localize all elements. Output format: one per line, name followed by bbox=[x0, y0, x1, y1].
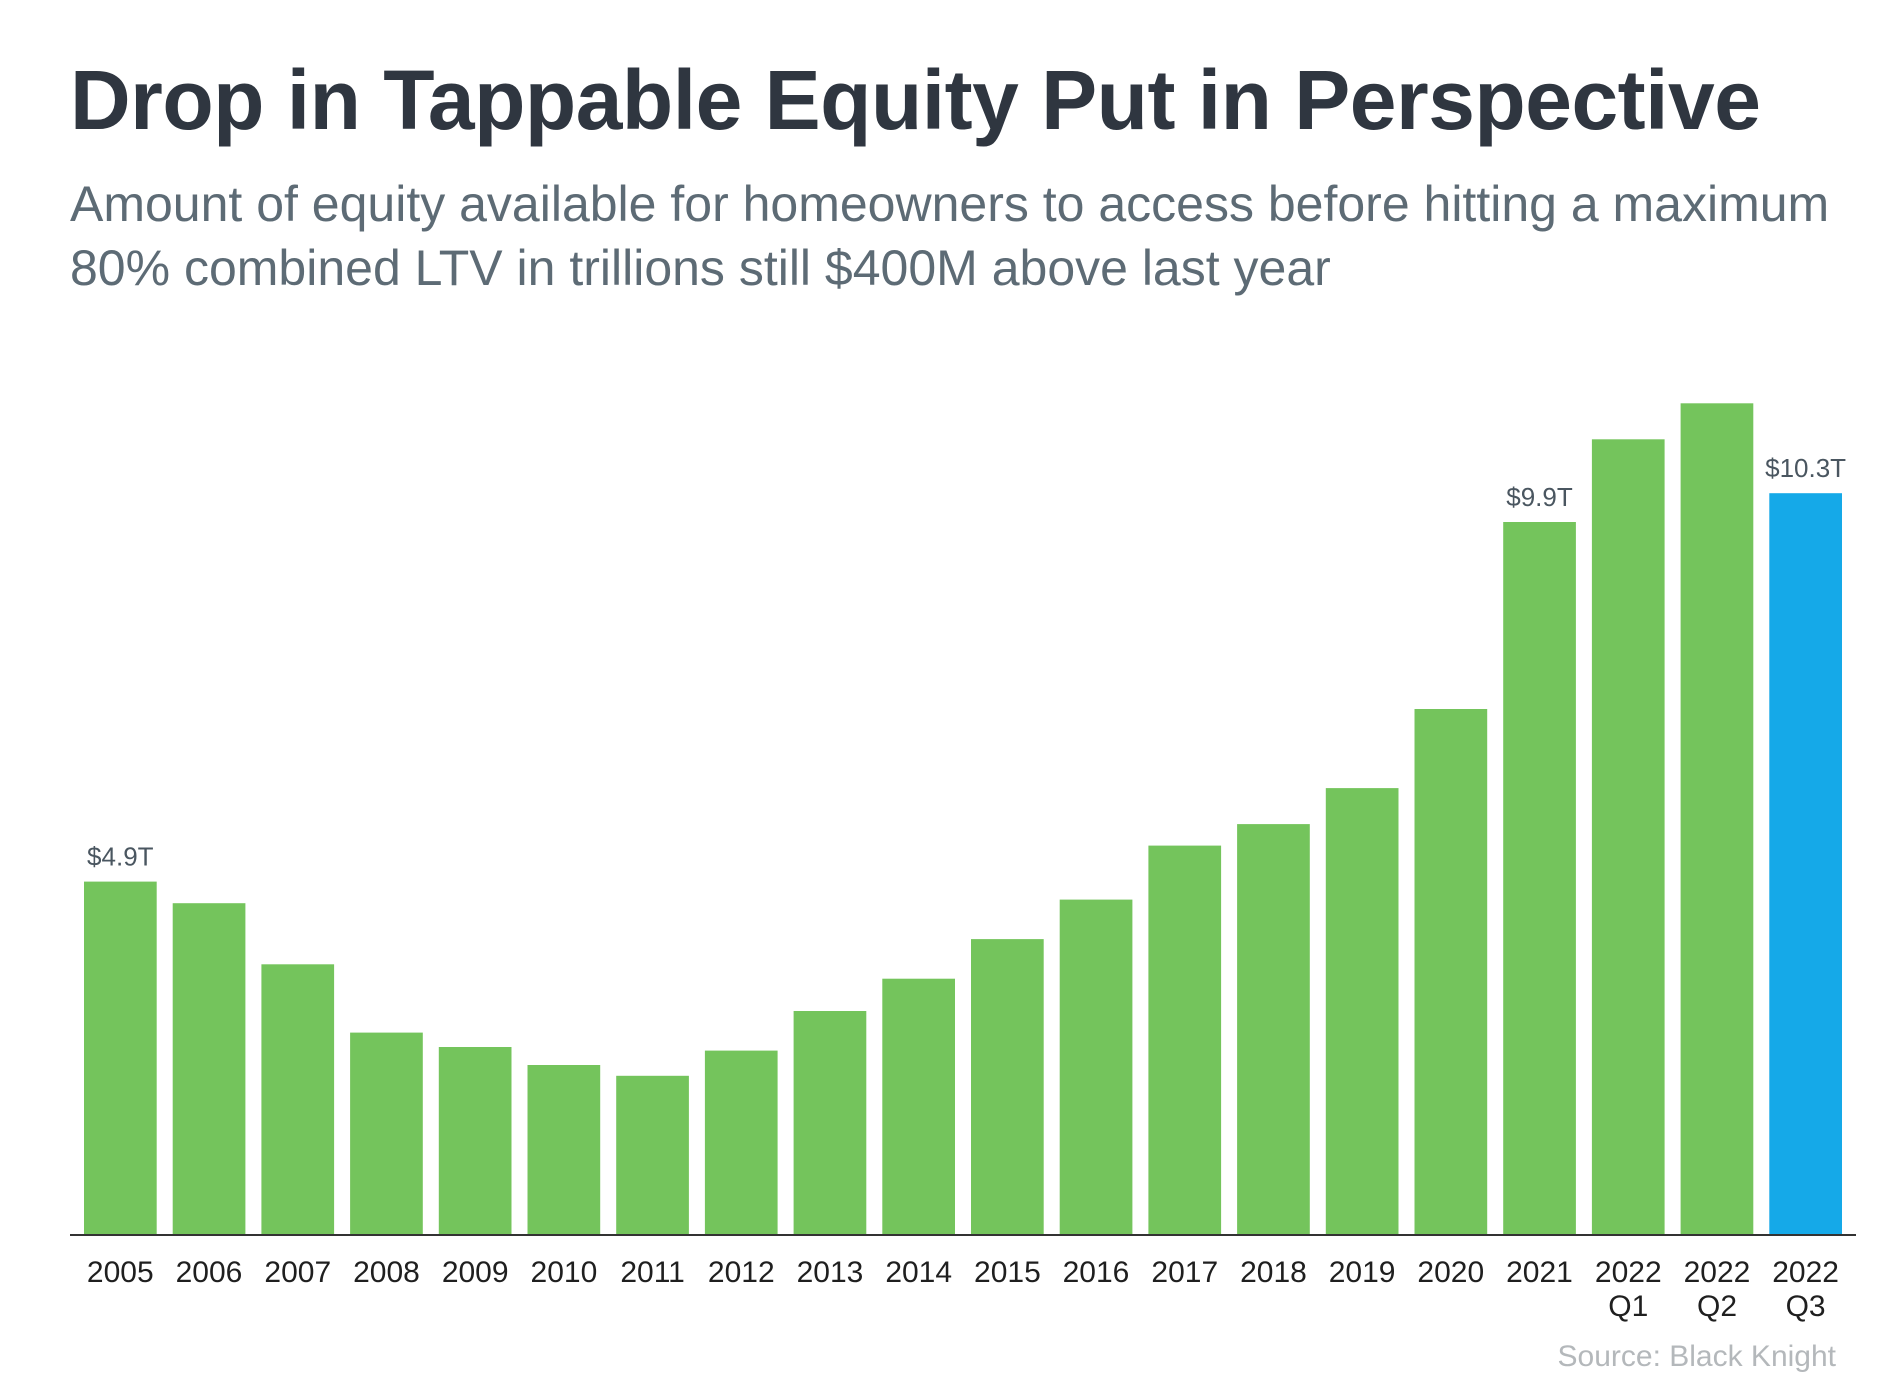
data-label: $4.9T bbox=[87, 842, 154, 872]
x-tick-label: 2008 bbox=[353, 1256, 420, 1289]
bar-2020 bbox=[1414, 709, 1488, 1234]
x-tick-label: 2022 Q2 bbox=[1684, 1256, 1751, 1323]
x-tick-label: 2015 bbox=[974, 1256, 1041, 1289]
bar-2015 bbox=[971, 939, 1044, 1234]
source-note: Source: Black Knight bbox=[1557, 1340, 1836, 1373]
bar-2010 bbox=[527, 1065, 601, 1234]
x-tick-label: 2010 bbox=[531, 1256, 598, 1289]
chart-title: Drop in Tappable Equity Put in Perspecti… bbox=[70, 53, 1761, 147]
bar-2017 bbox=[1148, 845, 1222, 1234]
x-tick-label: 2009 bbox=[442, 1256, 509, 1289]
x-tick-label: 2016 bbox=[1063, 1256, 1130, 1289]
x-tick-label: 2018 bbox=[1240, 1256, 1307, 1289]
x-tick-label: 2019 bbox=[1329, 1256, 1396, 1289]
bar-2022-q1 bbox=[1591, 439, 1665, 1234]
bar-2019 bbox=[1325, 788, 1399, 1234]
bar-2006 bbox=[172, 903, 246, 1234]
bar-2021 bbox=[1503, 522, 1576, 1234]
bar-2014 bbox=[882, 978, 955, 1234]
bar-2013 bbox=[793, 1011, 867, 1234]
x-tick-label: 2022 Q1 bbox=[1595, 1256, 1662, 1323]
x-tick-label: 2022 Q3 bbox=[1772, 1256, 1839, 1323]
x-tick-label: 2021 bbox=[1506, 1256, 1573, 1289]
x-tick-label: 2017 bbox=[1151, 1256, 1218, 1289]
bar-2009 bbox=[438, 1047, 512, 1234]
data-labels-group: $4.9T $9.9T $10.3T bbox=[87, 453, 1846, 871]
bar-2018 bbox=[1237, 824, 1310, 1234]
bar-2022-q3 bbox=[1769, 493, 1842, 1234]
x-tick-label: 2006 bbox=[176, 1256, 243, 1289]
x-tick-label: 2013 bbox=[797, 1256, 864, 1289]
bar-2012 bbox=[704, 1050, 778, 1234]
bar-2007 bbox=[261, 964, 335, 1234]
bar-2016 bbox=[1059, 899, 1133, 1234]
bar-2011 bbox=[616, 1075, 689, 1234]
x-tick-label: 2007 bbox=[264, 1256, 331, 1289]
x-tick-label: 2011 bbox=[620, 1256, 685, 1289]
x-tick-label: 2012 bbox=[708, 1256, 775, 1289]
x-tick-label: 2014 bbox=[885, 1256, 952, 1289]
bar-2022-q2 bbox=[1680, 403, 1754, 1234]
bar-2005 bbox=[84, 881, 157, 1234]
x-tick-label: 2005 bbox=[87, 1256, 154, 1289]
bars-group bbox=[84, 403, 1842, 1234]
bar-2008 bbox=[350, 1032, 423, 1234]
x-tick-label: 2020 bbox=[1417, 1256, 1484, 1289]
data-label: $10.3T bbox=[1765, 453, 1846, 483]
data-label: $9.9T bbox=[1506, 482, 1573, 512]
chart-subtitle: Amount of equity available for homeowner… bbox=[70, 176, 1830, 296]
x-tick-labels-group: 2005 2006 2007 2008 2009 2010 2011 2012 2013 2014… bbox=[87, 1256, 1839, 1323]
